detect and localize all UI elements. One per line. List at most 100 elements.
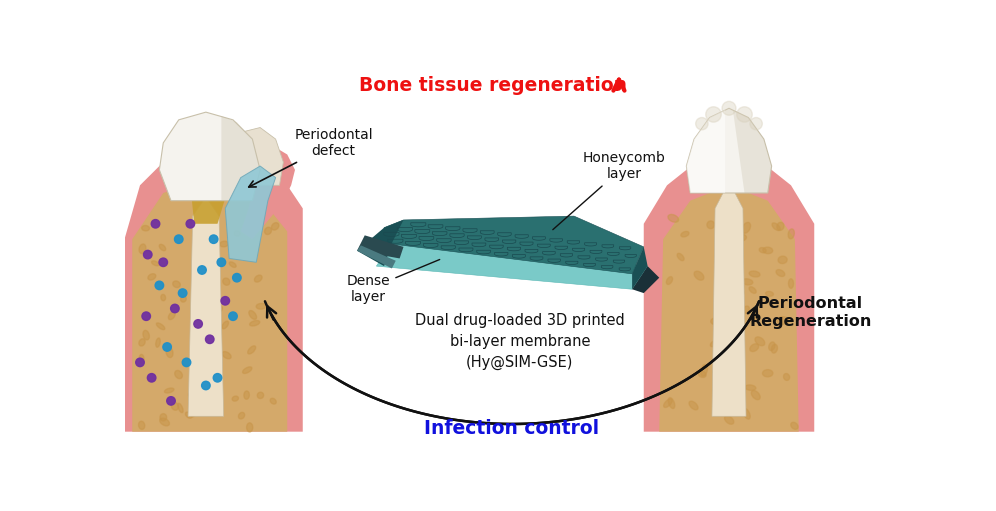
Ellipse shape	[755, 337, 765, 346]
Polygon shape	[124, 139, 303, 432]
Polygon shape	[159, 112, 260, 201]
Ellipse shape	[778, 256, 787, 264]
Circle shape	[213, 374, 222, 382]
Ellipse shape	[789, 279, 794, 288]
Ellipse shape	[727, 227, 735, 237]
Ellipse shape	[750, 344, 759, 352]
Ellipse shape	[234, 230, 240, 236]
Circle shape	[147, 374, 156, 382]
Ellipse shape	[771, 344, 778, 353]
Ellipse shape	[197, 299, 203, 308]
Ellipse shape	[763, 247, 773, 253]
Circle shape	[143, 250, 152, 259]
Circle shape	[178, 289, 187, 297]
Ellipse shape	[772, 223, 780, 230]
Ellipse shape	[738, 282, 744, 292]
Polygon shape	[686, 108, 772, 193]
Ellipse shape	[751, 390, 760, 400]
Ellipse shape	[138, 339, 145, 346]
Ellipse shape	[766, 291, 774, 296]
Ellipse shape	[141, 225, 149, 231]
Circle shape	[151, 220, 159, 228]
Circle shape	[135, 358, 144, 366]
Ellipse shape	[734, 286, 744, 295]
Text: Periodontal
Regeneration: Periodontal Regeneration	[749, 296, 872, 329]
Ellipse shape	[270, 398, 276, 404]
Ellipse shape	[743, 408, 750, 419]
Ellipse shape	[759, 247, 766, 253]
Ellipse shape	[668, 398, 675, 408]
Polygon shape	[237, 128, 284, 185]
Polygon shape	[188, 197, 224, 416]
Ellipse shape	[716, 378, 726, 386]
Circle shape	[209, 235, 218, 243]
Circle shape	[706, 107, 721, 122]
Circle shape	[217, 258, 226, 267]
Ellipse shape	[192, 390, 202, 396]
Polygon shape	[241, 139, 295, 239]
Ellipse shape	[742, 222, 751, 234]
Ellipse shape	[156, 323, 164, 330]
Ellipse shape	[663, 399, 672, 407]
Ellipse shape	[698, 371, 706, 378]
Ellipse shape	[151, 261, 159, 266]
Ellipse shape	[777, 317, 789, 324]
Text: Honeycomb
layer: Honeycomb layer	[553, 151, 665, 229]
Ellipse shape	[710, 340, 718, 346]
Ellipse shape	[707, 221, 714, 228]
Ellipse shape	[711, 318, 720, 324]
Ellipse shape	[174, 370, 182, 379]
Ellipse shape	[248, 346, 256, 354]
Ellipse shape	[223, 278, 230, 285]
Ellipse shape	[197, 362, 205, 368]
Text: Infection control: Infection control	[424, 419, 600, 438]
Ellipse shape	[172, 281, 180, 288]
Polygon shape	[357, 236, 403, 259]
Ellipse shape	[164, 388, 174, 393]
Circle shape	[159, 258, 167, 267]
Ellipse shape	[238, 412, 245, 419]
Ellipse shape	[222, 352, 231, 359]
Ellipse shape	[243, 367, 252, 374]
Circle shape	[170, 304, 179, 313]
Ellipse shape	[735, 390, 745, 398]
Ellipse shape	[213, 258, 220, 265]
Polygon shape	[221, 116, 260, 201]
Ellipse shape	[256, 304, 266, 309]
Ellipse shape	[718, 280, 730, 287]
Circle shape	[174, 235, 183, 243]
Ellipse shape	[138, 421, 144, 429]
Circle shape	[198, 266, 206, 274]
Circle shape	[233, 273, 241, 282]
Ellipse shape	[777, 222, 784, 230]
Polygon shape	[357, 220, 403, 266]
Ellipse shape	[185, 412, 192, 418]
Ellipse shape	[232, 396, 238, 401]
Ellipse shape	[229, 262, 236, 267]
Ellipse shape	[788, 229, 795, 239]
Text: Periodontal
defect: Periodontal defect	[249, 128, 374, 187]
Ellipse shape	[188, 393, 197, 401]
Polygon shape	[190, 170, 229, 224]
Text: (Hy@SIM-GSE): (Hy@SIM-GSE)	[466, 355, 574, 370]
Polygon shape	[384, 216, 643, 274]
Ellipse shape	[749, 271, 760, 277]
Polygon shape	[712, 181, 746, 416]
Polygon shape	[632, 266, 659, 293]
Text: Dense
layer: Dense layer	[347, 260, 439, 304]
Ellipse shape	[180, 296, 186, 302]
Ellipse shape	[719, 344, 728, 351]
Ellipse shape	[200, 342, 207, 347]
Circle shape	[142, 312, 150, 320]
Ellipse shape	[713, 369, 721, 379]
Text: bi-layer membrane: bi-layer membrane	[449, 334, 590, 349]
Ellipse shape	[155, 338, 160, 347]
Circle shape	[205, 335, 214, 343]
Polygon shape	[632, 247, 647, 289]
Polygon shape	[225, 166, 276, 262]
Ellipse shape	[159, 418, 169, 426]
Ellipse shape	[735, 234, 746, 241]
Circle shape	[201, 381, 210, 390]
Ellipse shape	[776, 270, 785, 276]
Ellipse shape	[763, 369, 773, 377]
